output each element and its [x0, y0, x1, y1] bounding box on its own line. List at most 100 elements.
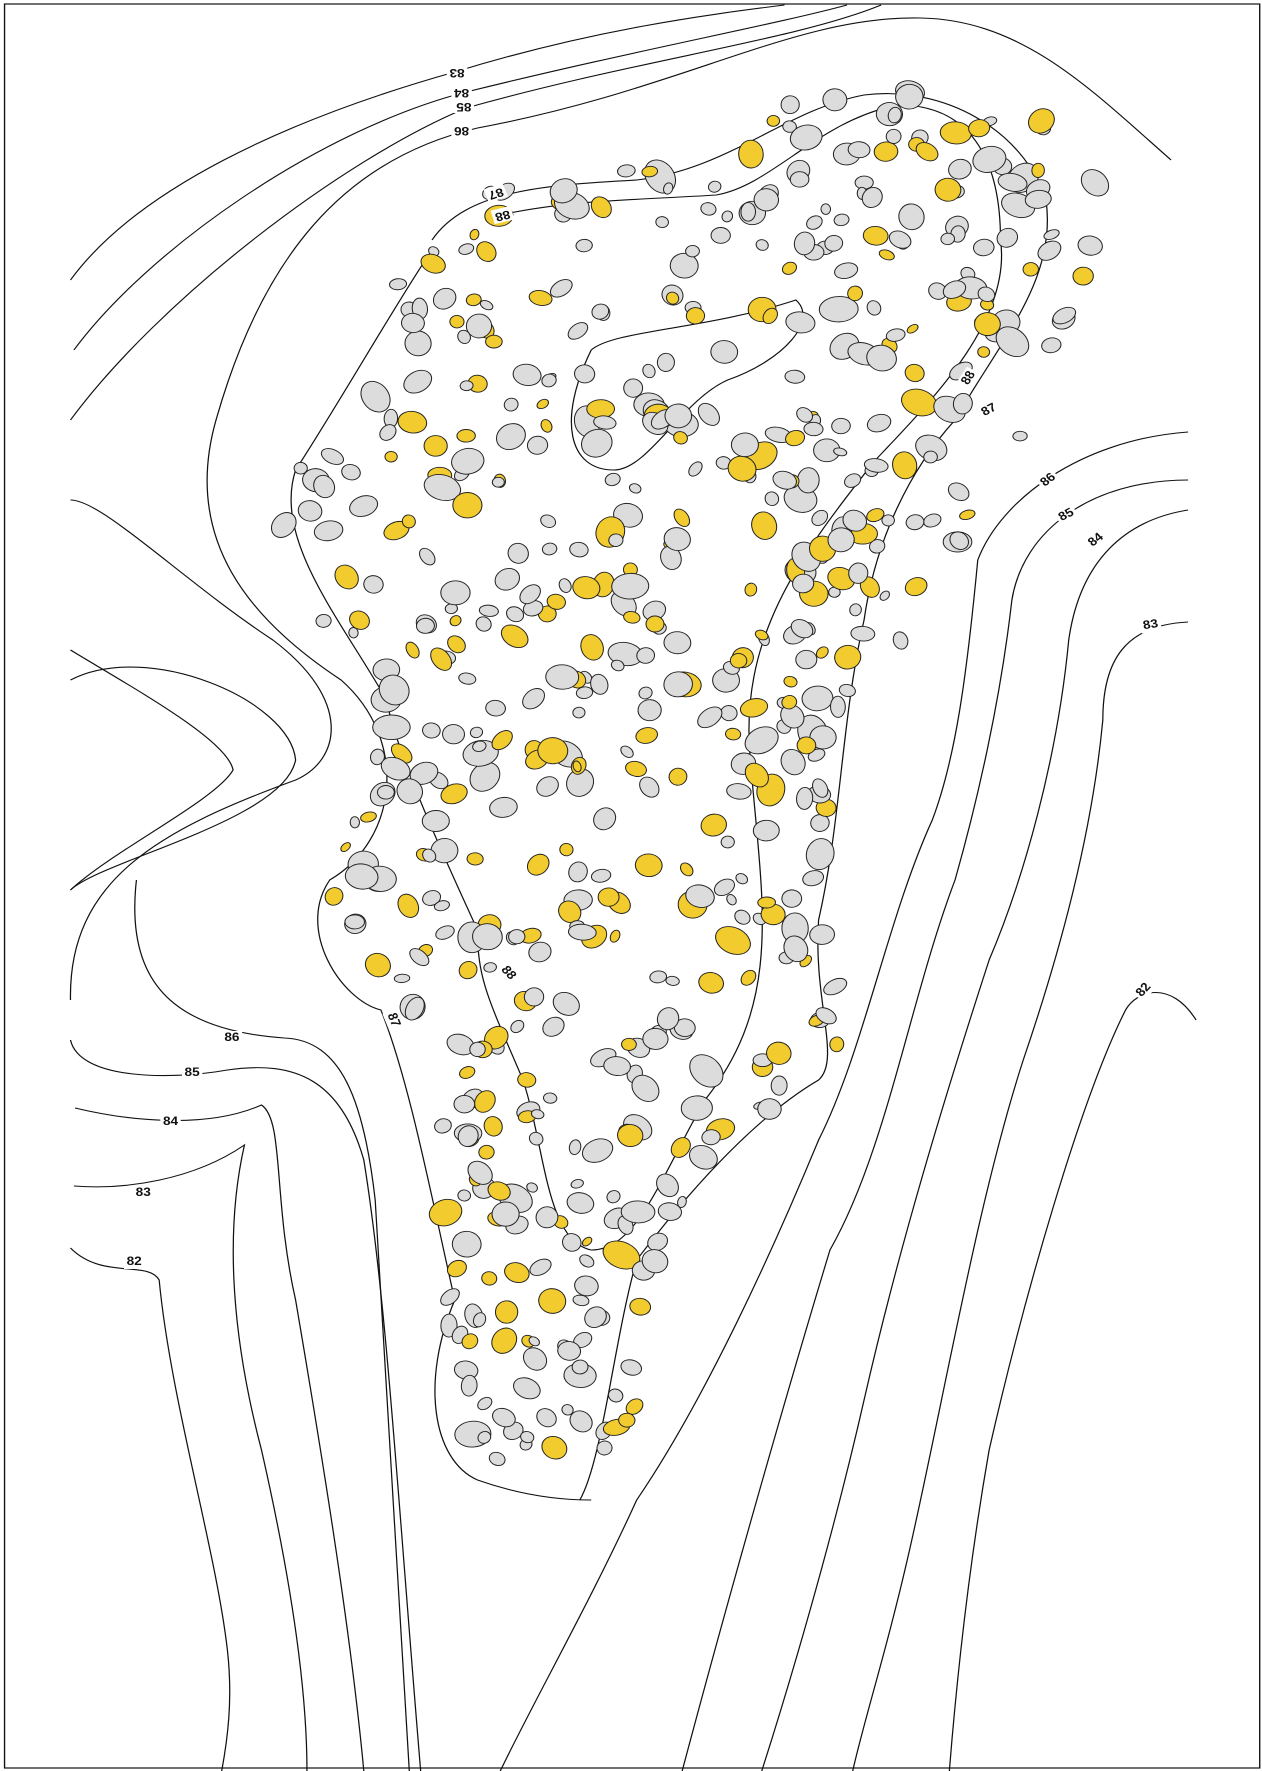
stone [403, 369, 433, 394]
stone [641, 1249, 669, 1274]
stone [297, 500, 323, 522]
stone-yellow [580, 634, 604, 661]
stone [591, 303, 610, 320]
stone [735, 873, 749, 885]
stone-yellow [673, 431, 688, 445]
stone-yellow [827, 566, 856, 591]
stone-yellow [977, 346, 991, 358]
stone [818, 296, 859, 323]
stone-yellow [781, 261, 798, 275]
stone [440, 1313, 458, 1338]
stone [663, 631, 692, 655]
contour-label: 86 [454, 124, 469, 138]
stone-yellow [609, 929, 621, 943]
stone [528, 941, 552, 963]
stone [423, 473, 462, 502]
label-bg [160, 1115, 181, 1129]
stone-yellow [590, 196, 612, 219]
stone [396, 778, 424, 805]
stone-yellow [829, 1036, 845, 1053]
stone [844, 473, 862, 488]
stone [313, 474, 336, 499]
stone [442, 724, 466, 745]
stone [604, 472, 621, 487]
stone [469, 761, 501, 792]
stone [485, 699, 506, 717]
label-bg [490, 205, 515, 225]
stone-yellow [904, 363, 925, 383]
stone-yellow [906, 323, 919, 334]
contour-label: 86 [224, 1030, 239, 1044]
stone-yellow [715, 926, 751, 955]
stones [270, 80, 1110, 1466]
stone [663, 527, 691, 552]
stone [734, 909, 751, 925]
stone-yellow [1028, 108, 1055, 134]
stone [483, 962, 497, 973]
stone-yellow [668, 767, 688, 786]
stone-yellow [494, 1300, 519, 1324]
stone [815, 1007, 837, 1025]
stone [519, 584, 541, 605]
stone [866, 300, 882, 316]
stone-yellow [586, 399, 616, 419]
stone [796, 786, 814, 810]
stone-yellow [665, 291, 680, 305]
stone-yellow [834, 644, 862, 670]
stone-yellow [461, 1333, 479, 1350]
stone [593, 415, 617, 430]
stone [636, 647, 656, 664]
stone [363, 575, 384, 594]
stone [584, 1306, 607, 1328]
label-bg [221, 1031, 243, 1045]
stone-yellow [1031, 162, 1045, 178]
stone-yellow [428, 1198, 463, 1227]
stone-yellow [621, 1037, 637, 1051]
stone [535, 1206, 559, 1229]
stone [451, 1230, 482, 1258]
stone [809, 924, 836, 945]
stone-yellow [673, 508, 691, 527]
stone [315, 614, 332, 628]
stone [503, 397, 519, 412]
stone [458, 243, 475, 255]
stone [656, 1173, 679, 1198]
stone-yellow [491, 730, 513, 751]
stone-yellow [420, 253, 446, 274]
stone-yellow [559, 842, 574, 857]
stone-yellow [360, 811, 377, 823]
contour-label: 85 [456, 100, 471, 114]
stone [863, 458, 889, 473]
stone [372, 714, 411, 741]
stone [494, 568, 521, 591]
stone [611, 572, 650, 600]
stone-yellow [781, 695, 798, 710]
stone [344, 863, 379, 890]
stone [689, 1054, 724, 1088]
stone [526, 435, 549, 455]
label-bg [133, 1186, 154, 1200]
label-bg [123, 1255, 145, 1269]
stone [827, 527, 855, 553]
stone [637, 699, 662, 722]
label-bg [976, 399, 1002, 421]
stone-yellow [679, 862, 694, 877]
stone-yellow [324, 887, 344, 906]
stone-yellow [546, 593, 566, 610]
stone [663, 671, 693, 698]
stone [923, 513, 942, 528]
stone [802, 870, 825, 887]
stone-yellow [491, 1327, 518, 1354]
stone [457, 329, 471, 344]
stone [571, 1359, 589, 1375]
stone-yellow [698, 971, 724, 994]
contour-85-left [70, 649, 234, 891]
contour-85-right [681, 479, 1189, 1771]
contour-84-right [761, 509, 1189, 1771]
stone [520, 1431, 535, 1444]
stone [561, 1233, 582, 1252]
stone [628, 483, 642, 494]
stone-yellow [440, 783, 468, 805]
stone [688, 461, 703, 477]
stone [512, 363, 542, 387]
